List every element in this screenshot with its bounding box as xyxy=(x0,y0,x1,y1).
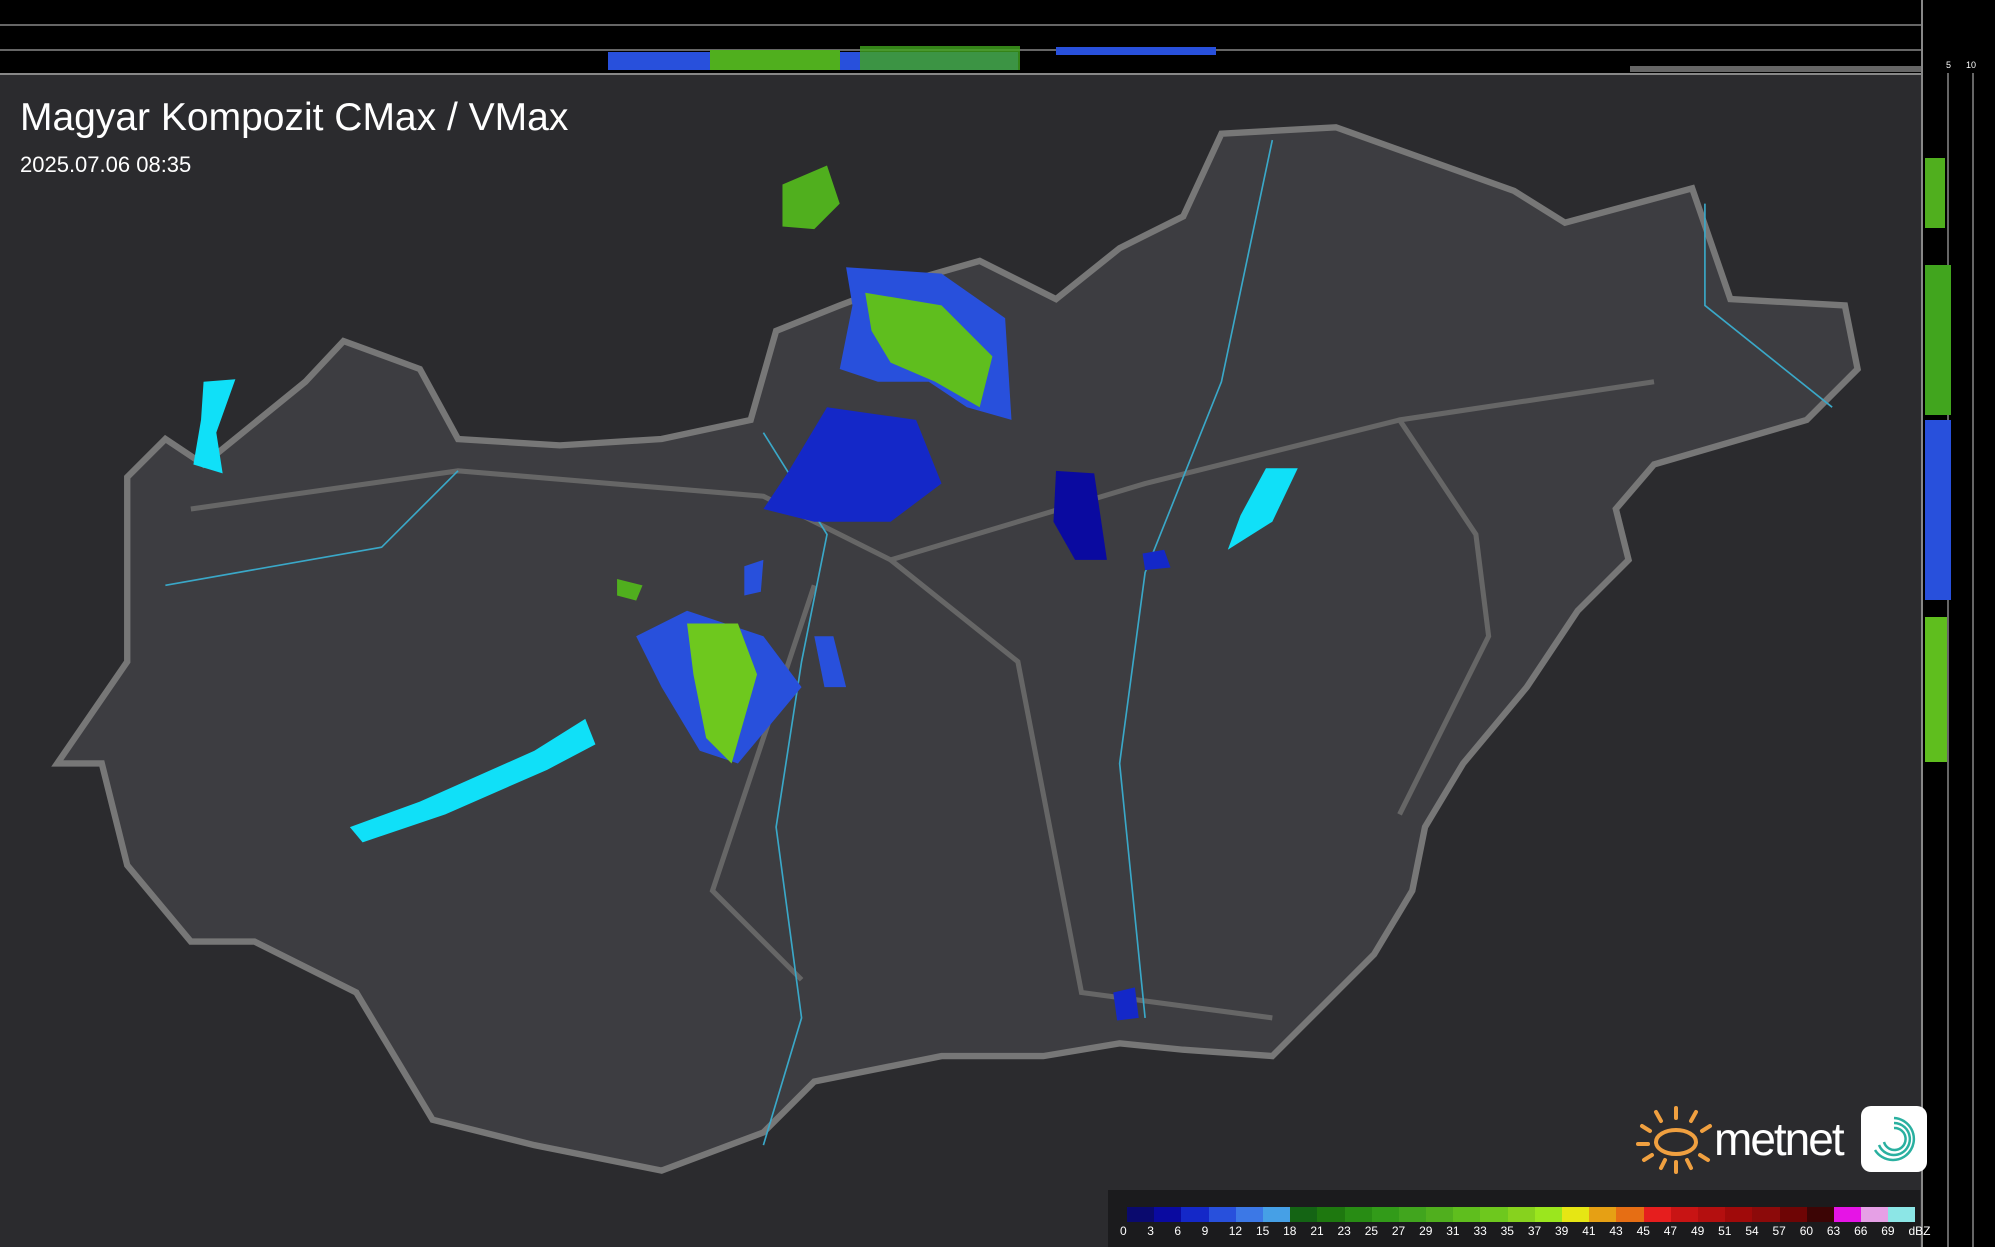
legend-tick-label: 69 xyxy=(1881,1224,1895,1238)
legend-tick-label: 27 xyxy=(1391,1224,1406,1238)
hungary-border xyxy=(51,124,1862,1174)
legend-tick-label: 23 xyxy=(1337,1224,1351,1238)
legend-tick-label: 63 xyxy=(1826,1224,1841,1238)
map-title: Magyar Kompozit CMax / VMax xyxy=(20,96,569,139)
legend-swatch xyxy=(1344,1207,1372,1222)
spiral-icon xyxy=(1873,1116,1915,1162)
legend-tick-label: 57 xyxy=(1772,1224,1786,1238)
legend-swatch xyxy=(1154,1207,1182,1222)
legend-swatch xyxy=(1752,1207,1780,1222)
radar-echoes xyxy=(617,165,1171,1021)
legend-tick-label: 9 xyxy=(1201,1224,1209,1238)
legend-tick-label: 33 xyxy=(1473,1224,1487,1238)
legend-swatch xyxy=(1290,1207,1318,1222)
legend-swatch xyxy=(1181,1207,1209,1222)
legend-tick-label: 35 xyxy=(1500,1224,1514,1238)
legend-swatch xyxy=(1127,1207,1155,1222)
legend-ticks: 0 3 6 9 12 15 18 21 23 25 27 29 31 33 35 37 39 41 43 45 47 49… xyxy=(1120,1224,1940,1238)
legend-swatch xyxy=(1779,1207,1807,1222)
lake-tisza xyxy=(1227,468,1298,550)
legend-tick-label: 60 xyxy=(1799,1224,1814,1238)
top-profile-chart xyxy=(0,24,1921,72)
metnet-logo: metnet xyxy=(1636,1104,1927,1174)
legend-tick-label: 39 xyxy=(1555,1224,1569,1238)
timestamp: 2025.07.06 08:35 xyxy=(20,152,192,177)
legend-swatch xyxy=(1317,1207,1345,1222)
legend-swatch xyxy=(1589,1207,1617,1222)
legend-tick-label: 66 xyxy=(1854,1224,1868,1238)
legend-tick-label: 49 xyxy=(1690,1224,1705,1238)
legend-swatch xyxy=(1262,1207,1291,1222)
sun-icon xyxy=(1636,1106,1712,1174)
lake-neusiedl xyxy=(193,379,236,474)
legend-tick-label: 51 xyxy=(1718,1224,1732,1238)
legend-swatch xyxy=(1616,1207,1644,1222)
legend-tick-label: 31 xyxy=(1446,1224,1460,1238)
legend-tick-label: 21 xyxy=(1310,1224,1324,1238)
legend-tick-label: 0 xyxy=(1120,1224,1127,1238)
legend-tick-label: 12 xyxy=(1228,1224,1243,1238)
legend-tick-label: 15 xyxy=(1255,1224,1270,1238)
legend-swatch xyxy=(1480,1207,1508,1222)
legend-unit: dBZ xyxy=(1908,1224,1931,1238)
side-axis-label: 5 xyxy=(1946,60,1952,70)
legend-swatch xyxy=(1643,1207,1671,1222)
legend-swatch xyxy=(1534,1207,1562,1222)
legend-swatch xyxy=(1888,1207,1916,1222)
legend-tick-label: 41 xyxy=(1582,1224,1596,1238)
legend-swatch xyxy=(1398,1207,1427,1222)
legend-swatch xyxy=(1371,1207,1399,1222)
logo-text: metnet xyxy=(1714,1113,1845,1165)
legend-swatch xyxy=(1562,1207,1590,1222)
legend-tick-label: 54 xyxy=(1745,1224,1759,1238)
dbz-color-legend: 0 3 6 9 12 15 18 21 23 25 27 29 31 33 35 37 39 41 43 45 47 49… xyxy=(1108,1190,1930,1247)
legend-swatch xyxy=(1806,1207,1834,1222)
side-profile-chart xyxy=(1925,73,1974,1247)
legend-swatch xyxy=(1697,1207,1726,1222)
legend-color-bar xyxy=(1127,1207,1916,1222)
side-profile-panel xyxy=(1921,0,1995,1247)
legend-swatch xyxy=(1208,1207,1236,1222)
lake-balaton xyxy=(349,718,596,843)
legend-swatch xyxy=(1507,1207,1535,1222)
legend-swatch xyxy=(1670,1207,1698,1222)
legend-swatch xyxy=(1453,1207,1481,1222)
legend-swatch xyxy=(1861,1207,1889,1222)
top-profile-panel xyxy=(0,0,1921,75)
legend-swatch xyxy=(1725,1207,1753,1222)
lakes xyxy=(193,379,1298,843)
app-icon xyxy=(1860,1106,1927,1172)
legend-swatch xyxy=(1833,1207,1862,1222)
legend-tick-label: 25 xyxy=(1364,1224,1379,1238)
legend-tick-label: 47 xyxy=(1663,1224,1678,1238)
legend-tick-label: 45 xyxy=(1636,1224,1650,1238)
side-axis-label: 10 xyxy=(1966,60,1977,70)
legend-tick-label: 37 xyxy=(1527,1224,1542,1238)
legend-tick-label: 3 xyxy=(1147,1224,1154,1238)
legend-tick-label: 6 xyxy=(1174,1224,1182,1238)
legend-swatch xyxy=(1235,1207,1263,1222)
legend-tick-label: 29 xyxy=(1419,1224,1433,1238)
legend-swatch xyxy=(1426,1207,1454,1222)
legend-tick-label: 18 xyxy=(1283,1224,1297,1238)
legend-tick-label: 43 xyxy=(1609,1224,1623,1238)
